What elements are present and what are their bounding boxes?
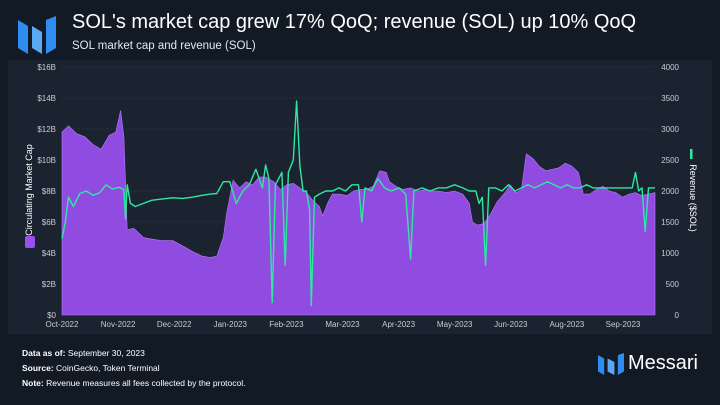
messari-logo-icon xyxy=(597,352,624,375)
right-tick-label: 2500 xyxy=(661,156,679,165)
legend-swatch-revenue xyxy=(690,149,693,159)
revenue-series xyxy=(61,100,655,307)
left-axis-ticks: $0 $2B $4B $6B $8B $10B $12B $14B $16B xyxy=(37,63,56,320)
x-tick-label: May-2023 xyxy=(437,320,473,329)
x-tick-label: Nov-2022 xyxy=(101,320,136,329)
right-tick-label: 1000 xyxy=(661,249,679,258)
right-tick-label: 3500 xyxy=(661,94,679,103)
left-tick-label: $4B xyxy=(42,249,56,258)
x-tick-label: Jan-2023 xyxy=(214,320,248,329)
left-axis-title: Circulating Market Cap xyxy=(24,144,34,236)
brand: Messari xyxy=(597,352,698,375)
chart-subtitle: SOL market cap and revenue (SOL) xyxy=(72,40,256,52)
footer-data-as-of: Data as of: September 30, 2023 xyxy=(22,348,145,358)
left-tick-label: $6B xyxy=(42,218,56,227)
brand-name: Messari xyxy=(627,352,698,374)
messari-logo-icon xyxy=(18,16,56,54)
x-tick-label: Sep-2023 xyxy=(606,320,641,329)
x-tick-label: Apr-2023 xyxy=(382,320,415,329)
right-axis-title: Revenue ($SOL) xyxy=(688,164,698,232)
x-tick-label: Dec-2022 xyxy=(157,320,192,329)
right-axis-ticks: 0 500 1000 1500 2000 2500 3000 3500 4000 xyxy=(661,63,679,320)
right-tick-label: 2000 xyxy=(661,187,679,196)
chart-title: SOL's market cap grew 17% QoQ; revenue (… xyxy=(72,11,637,33)
x-tick-label: Mar-2023 xyxy=(325,320,360,329)
footer-notes: Data as of: September 30, 2023 Source: C… xyxy=(22,346,246,391)
right-tick-label: 0 xyxy=(675,311,680,320)
revenue-line xyxy=(61,100,655,307)
right-tick-label: 3000 xyxy=(661,125,679,134)
left-tick-label: $12B xyxy=(37,125,56,134)
x-tick-label: Feb-2023 xyxy=(269,320,304,329)
left-tick-label: $16B xyxy=(37,63,56,72)
footer-source: Source: CoinGecko, Token Terminal xyxy=(22,363,160,373)
market-cap-area xyxy=(61,110,656,316)
x-tick-label: Oct-2022 xyxy=(46,320,79,329)
right-tick-label: 4000 xyxy=(661,63,679,72)
left-tick-label: $10B xyxy=(37,156,56,165)
market-cap-series xyxy=(61,110,656,316)
left-tick-label: $14B xyxy=(37,94,56,103)
right-tick-label: 1500 xyxy=(661,218,679,227)
x-tick-label: Aug-2023 xyxy=(550,320,585,329)
left-tick-label: $0 xyxy=(47,311,56,320)
right-tick-label: 500 xyxy=(666,280,680,289)
left-tick-label: $8B xyxy=(42,187,56,196)
left-tick-label: $2B xyxy=(42,280,56,289)
footer-note: Note: Revenue measures all fees collecte… xyxy=(22,378,246,388)
x-tick-label: Jun-2023 xyxy=(494,320,528,329)
legend-swatch-market-cap xyxy=(25,236,35,248)
x-axis-ticks: Oct-2022 Nov-2022 Dec-2022 Jan-2023 Feb-2023… xyxy=(46,320,641,329)
